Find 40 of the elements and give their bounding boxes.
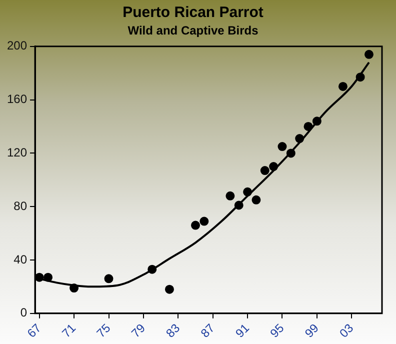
y-tick-label: 200	[6, 38, 28, 53]
point	[148, 264, 157, 274]
point	[104, 274, 114, 284]
point	[164, 284, 174, 294]
x-tick-label: 87	[198, 320, 218, 340]
x-tick-label: 91	[232, 320, 252, 340]
point	[191, 220, 200, 230]
point	[252, 195, 261, 204]
x-tick-label: 99	[302, 320, 322, 340]
y-tick-label: 40	[14, 252, 28, 266]
x-tick-label: 67	[24, 320, 44, 340]
point	[269, 162, 278, 172]
point	[35, 272, 44, 282]
point	[364, 50, 374, 59]
point	[200, 216, 209, 226]
point	[312, 116, 322, 126]
point	[278, 142, 287, 152]
y-tick-label: 80	[14, 198, 28, 213]
point	[260, 166, 270, 176]
x-tick-label: 95	[267, 320, 287, 340]
y-tick-label: 160	[6, 92, 28, 106]
point	[243, 187, 252, 196]
chart-subtitle: Wild and Captive Birds	[128, 24, 259, 38]
chart-title: Puerto Rican Parrot	[122, 4, 264, 22]
x-tick-label: 79	[128, 320, 148, 340]
x-tick-label: 03	[336, 320, 356, 340]
point	[70, 284, 79, 293]
point	[304, 122, 313, 131]
x-tick-label: 75	[94, 320, 114, 340]
point	[356, 72, 365, 82]
y-tick-label: 0	[20, 306, 28, 320]
point	[44, 272, 53, 282]
x-tick-label: 71	[59, 320, 79, 340]
point	[286, 148, 296, 158]
point	[338, 82, 348, 91]
point	[295, 134, 304, 144]
y-tick-label: 120	[6, 146, 28, 160]
x-tick-label: 83	[163, 320, 183, 340]
point	[234, 200, 244, 210]
point	[226, 191, 235, 200]
